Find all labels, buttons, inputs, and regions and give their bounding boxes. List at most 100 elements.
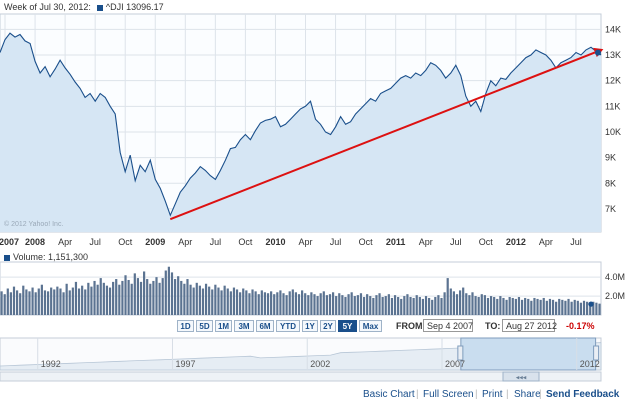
x-tick-label: Jul bbox=[330, 237, 342, 247]
x-tick-label: Oct bbox=[359, 237, 374, 247]
volume-bar bbox=[167, 266, 170, 315]
volume-bar bbox=[208, 286, 211, 315]
volume-bar bbox=[149, 283, 152, 315]
navigator-scroll-thumb[interactable] bbox=[502, 371, 540, 382]
range-button-6m[interactable]: 6M bbox=[256, 320, 274, 332]
volume-bar bbox=[489, 296, 493, 315]
volume-bar bbox=[381, 297, 384, 315]
volume-bar bbox=[350, 292, 353, 315]
navigator-left-handle[interactable] bbox=[457, 345, 464, 361]
navigator-right-handle[interactable] bbox=[593, 345, 600, 361]
volume-chart[interactable]: 4.0M 2.0M bbox=[0, 258, 640, 318]
volume-bar bbox=[257, 294, 260, 315]
volume-bar bbox=[59, 288, 62, 315]
from-date-input[interactable]: Sep 4 2007 bbox=[423, 319, 473, 332]
send-feedback-link[interactable]: Send Feedback bbox=[546, 389, 620, 400]
range-button-3m[interactable]: 3M bbox=[234, 320, 254, 332]
volume-bar bbox=[400, 298, 403, 315]
volume-bar bbox=[121, 280, 124, 315]
range-button-1m[interactable]: 1M bbox=[215, 320, 232, 332]
volume-bar bbox=[555, 301, 558, 315]
basic-chart-link[interactable]: Basic Chart bbox=[363, 389, 415, 400]
volume-bar bbox=[115, 279, 118, 315]
footer-separator: | bbox=[539, 389, 542, 400]
volume-bar bbox=[6, 288, 9, 315]
x-tick-label: Apr bbox=[299, 237, 313, 247]
volume-bar bbox=[362, 297, 366, 315]
price-chart[interactable]: 7K 8K 9K 10K 11K 12K 13K 14K 2007 2008 Apr Jul Oct 20… bbox=[0, 0, 640, 260]
range-button-5d[interactable]: 5D bbox=[196, 320, 213, 332]
navigator-chart[interactable]: 1992 1997 2002 2007 2012 ◂◂◂ bbox=[0, 336, 640, 384]
volume-bar bbox=[418, 297, 421, 315]
volume-bar bbox=[239, 292, 242, 315]
range-button-5y[interactable]: 5Y bbox=[338, 320, 357, 332]
volume-bar bbox=[56, 286, 59, 315]
volume-bar bbox=[90, 286, 93, 315]
volume-bar bbox=[146, 279, 149, 315]
volume-bar bbox=[223, 285, 226, 315]
price-series-line bbox=[0, 32, 602, 217]
volume-bar bbox=[335, 296, 338, 315]
volume-bar bbox=[499, 296, 502, 315]
volume-bar bbox=[248, 293, 251, 315]
volume-bar bbox=[192, 287, 195, 315]
volume-bar bbox=[143, 271, 146, 315]
volume-bar bbox=[319, 293, 322, 315]
volume-bar bbox=[291, 289, 294, 315]
volume-bar bbox=[71, 287, 74, 315]
navigator-year-label: 2002 bbox=[310, 359, 330, 369]
volume-bar bbox=[0, 291, 3, 315]
full-screen-link[interactable]: Full Screen bbox=[423, 389, 474, 400]
volume-bar bbox=[403, 296, 406, 315]
y-tick-label: 10K bbox=[605, 127, 621, 137]
share-link[interactable]: Share bbox=[514, 389, 541, 400]
volume-bar bbox=[133, 273, 136, 315]
x-tick-label: Jul bbox=[89, 237, 101, 247]
navigator-scrollbar[interactable] bbox=[0, 371, 602, 382]
print-link[interactable]: Print bbox=[482, 389, 503, 400]
volume-bar bbox=[12, 286, 16, 315]
volume-bar bbox=[449, 288, 452, 315]
volume-bar bbox=[127, 279, 130, 315]
navigator-window[interactable] bbox=[460, 337, 597, 371]
volume-bar bbox=[84, 289, 87, 315]
volume-bar bbox=[393, 295, 397, 316]
volume-bar bbox=[558, 298, 561, 315]
volume-bar bbox=[443, 292, 446, 315]
volume-bar bbox=[359, 293, 363, 315]
volume-bar bbox=[3, 294, 6, 315]
volume-bar bbox=[87, 282, 90, 315]
x-tick-label: 2012 bbox=[506, 237, 526, 247]
range-button-1y[interactable]: 1Y bbox=[302, 320, 318, 332]
volume-bar bbox=[576, 300, 579, 315]
volume-swatch-icon bbox=[4, 254, 10, 261]
range-button-ytd[interactable]: YTD bbox=[276, 320, 300, 332]
range-button-1d[interactable]: 1D bbox=[177, 320, 194, 332]
volume-bar bbox=[548, 298, 552, 315]
volume-bar bbox=[40, 284, 43, 315]
volume-bar bbox=[214, 284, 217, 315]
volume-bar bbox=[310, 292, 313, 315]
volume-bar bbox=[245, 290, 248, 315]
volume-bar bbox=[415, 295, 418, 316]
volume-bar bbox=[263, 292, 267, 315]
volume-bar bbox=[65, 283, 68, 315]
volume-bar bbox=[99, 278, 102, 315]
volume-bar bbox=[46, 291, 50, 315]
y-tick-label: 9K bbox=[605, 153, 616, 163]
to-date-input[interactable]: Aug 27 2012 bbox=[502, 319, 557, 332]
volume-bar bbox=[96, 284, 99, 315]
volume-bar bbox=[251, 289, 254, 315]
range-button-max[interactable]: Max bbox=[359, 320, 382, 332]
volume-bar bbox=[356, 295, 359, 316]
volume-bar bbox=[533, 297, 536, 315]
volume-bar bbox=[486, 297, 490, 315]
volume-bar bbox=[198, 285, 201, 315]
change-percent: -0.17% bbox=[566, 321, 595, 331]
volume-bar bbox=[366, 294, 369, 315]
x-tick-label: Oct bbox=[118, 237, 133, 247]
range-button-2y[interactable]: 2Y bbox=[320, 320, 336, 332]
volume-bar bbox=[440, 297, 443, 315]
footer-separator: | bbox=[506, 389, 509, 400]
volume-bar bbox=[409, 297, 412, 315]
